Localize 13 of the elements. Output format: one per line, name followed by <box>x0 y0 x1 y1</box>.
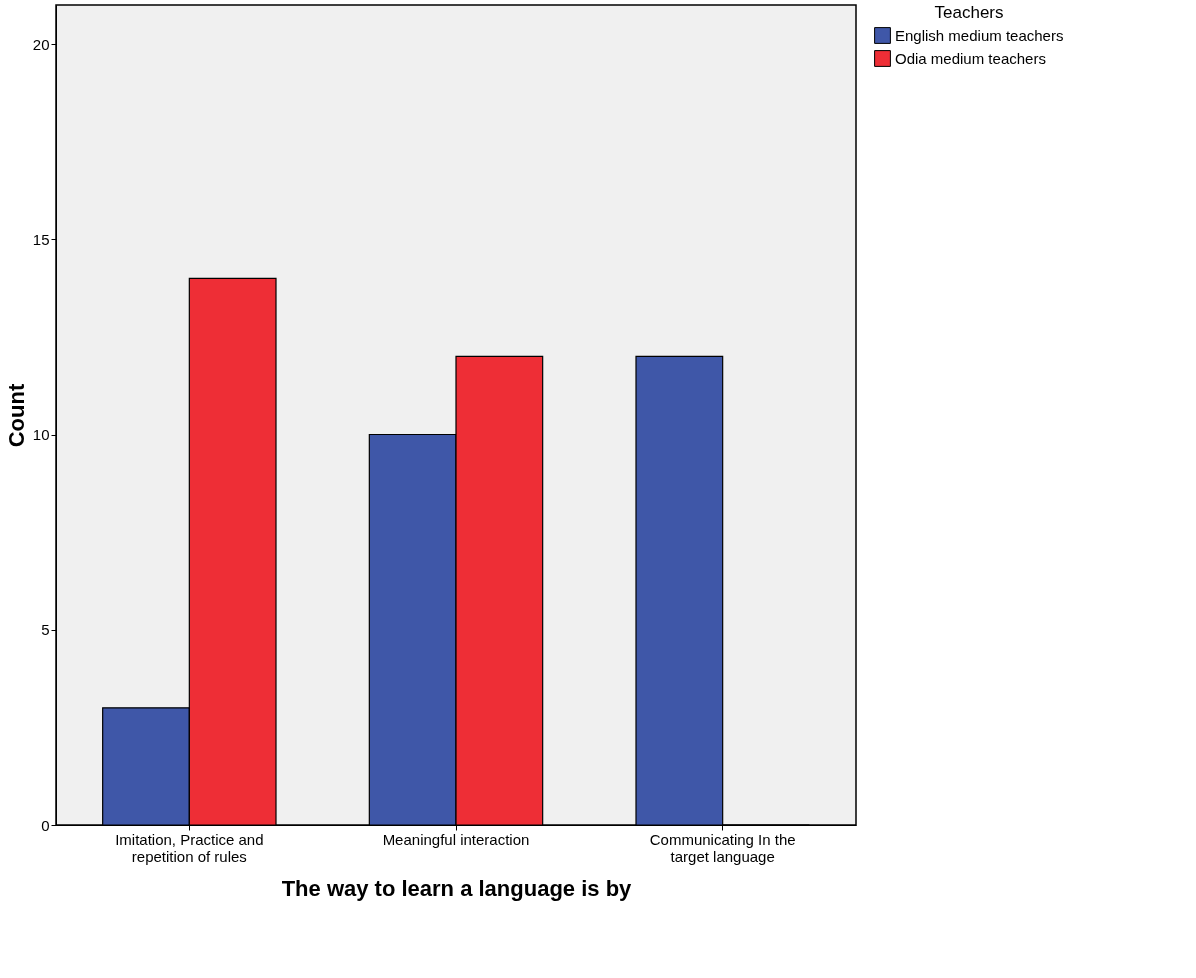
legend-label: English medium teachers <box>895 26 1064 44</box>
y-tick-label: 15 <box>32 230 50 248</box>
y-axis-title: Count <box>3 383 29 448</box>
y-tick-label: 20 <box>32 35 50 53</box>
y-tick-label: 10 <box>32 426 50 444</box>
legend-title: Teachers <box>934 3 1004 22</box>
y-tick-label: 0 <box>41 816 50 834</box>
legend-label: Odia medium teachers <box>895 49 1046 67</box>
x-tick-label: Imitation, Practice and repetition of rules <box>115 830 264 865</box>
x-tick-label: Meaningful interaction <box>382 830 530 848</box>
y-tick-label: 5 <box>41 621 50 639</box>
x-axis-title: The way to learn a language is by <box>281 875 633 901</box>
x-tick-label: Communicating In the target language <box>649 830 796 865</box>
